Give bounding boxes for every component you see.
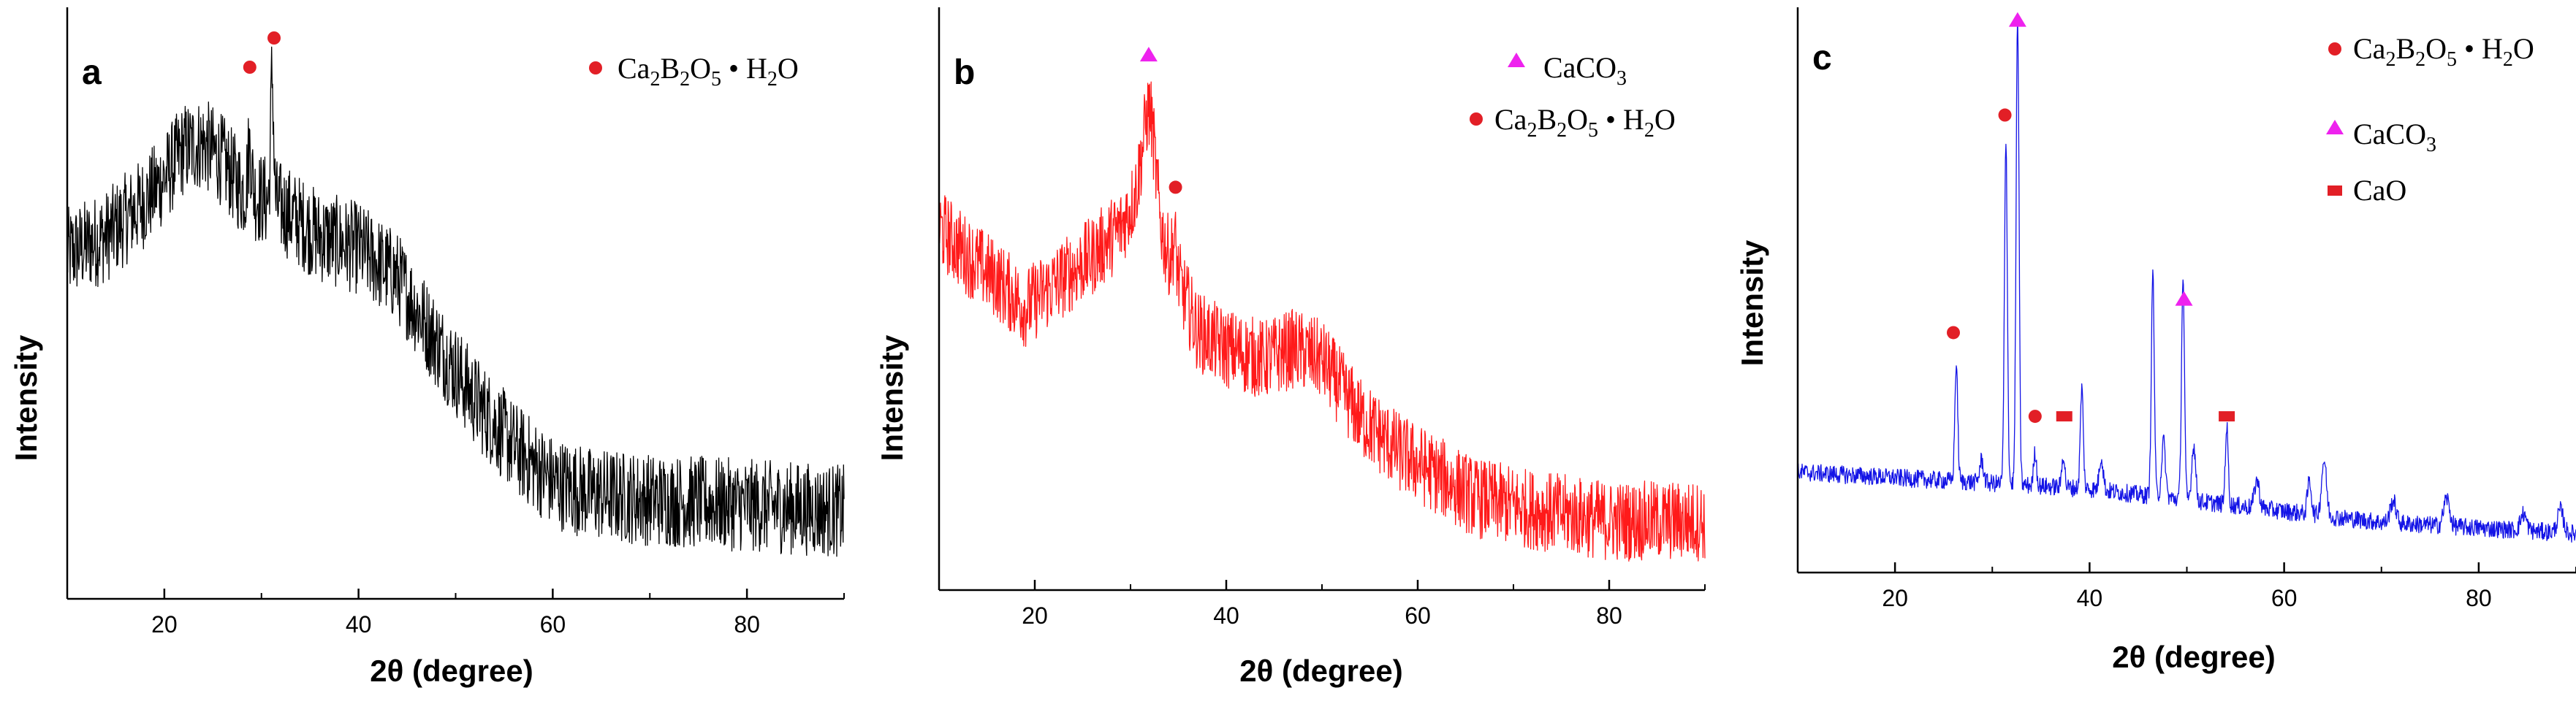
panel-c-x-tick-label: 40 xyxy=(2077,585,2103,611)
panel-a-legend: Ca2B2O5 • H2O xyxy=(589,52,799,91)
panel-b-x-tick-label: 40 xyxy=(1213,602,1239,629)
panel-b-legend: CaCO3 Ca2B2O5 • H2O xyxy=(1470,51,1676,142)
panel-a-peak-marker-circle xyxy=(267,31,281,45)
panel-b-legend-label-1: CaCO3 xyxy=(1543,51,1627,90)
panel-b-series-line xyxy=(938,81,1706,562)
panel-b-peak-marker-triangle xyxy=(1139,47,1158,62)
panel-c-legend-label-2: CaCO3 xyxy=(2353,118,2436,156)
panel-b-x-tick-label: 60 xyxy=(1405,602,1431,629)
panel-c-legend-circle-marker xyxy=(2328,42,2341,56)
panel-a-ylabel: Intensity xyxy=(9,334,43,461)
panel-c-legend-label-1: Ca2B2O5 • H2O xyxy=(2353,32,2534,71)
panel-b-ylabel: Intensity xyxy=(875,334,909,461)
panel-c-legend: Ca2B2O5 • H2O CaCO3 CaO xyxy=(2326,32,2534,207)
panel-c-peak-marker-circle xyxy=(1998,108,2012,122)
panel-c-peak-marker-triangle xyxy=(2175,291,2193,306)
panel-c-letter: c xyxy=(1812,39,1832,77)
panel-c-peak-marker-square xyxy=(2056,411,2072,422)
panel-a-x-tick-label: 40 xyxy=(346,611,372,638)
panel-a-x-tick-label: 80 xyxy=(734,611,760,638)
panel-b-peak-marker-circle xyxy=(1169,180,1182,194)
panel-b-legend-triangle-marker xyxy=(1508,53,1525,67)
panel-b-plot-area: 20 40 60 80 xyxy=(938,7,1706,629)
panel-c-x-tick-label: 80 xyxy=(2466,585,2492,611)
panel-a-legend-circle-marker xyxy=(589,61,602,74)
panel-c-legend-triangle-marker xyxy=(2326,120,2344,134)
panel-a-xlabel: 2θ (degree) xyxy=(370,654,533,688)
panel-c-ylabel: Intensity xyxy=(1735,240,1769,366)
panel-a: Intensity 20 40 60 80 a Ca2B2O5 • H2O 2θ (d… xyxy=(9,7,845,688)
panel-c-legend-label-3: CaO xyxy=(2353,174,2406,207)
panel-c: Intensity 20 40 60 80 c Ca2B2O5 • H2O CaCO3… xyxy=(1735,7,2576,674)
panel-b-x-tick-label: 20 xyxy=(1022,602,1048,629)
panel-b-legend-label-2: Ca2B2O5 • H2O xyxy=(1494,103,1676,142)
panel-a-letter: a xyxy=(82,53,102,92)
panel-b-legend-circle-marker xyxy=(1470,112,1483,126)
panel-c-legend-square-marker xyxy=(2328,185,2342,196)
panel-c-peak-marker-triangle xyxy=(2008,12,2026,27)
panel-a-x-tick-label: 60 xyxy=(540,611,566,638)
panel-b-xlabel: 2θ (degree) xyxy=(1239,654,1402,688)
panel-b: Intensity 20 40 60 80 b CaCO3 Ca2B2O5 • H2O… xyxy=(875,7,1706,688)
panel-c-peak-marker-square xyxy=(2219,411,2235,422)
panel-a-legend-label: Ca2B2O5 • H2O xyxy=(618,52,799,91)
panel-c-plot-area: 20 40 60 80 xyxy=(1796,7,2576,611)
panel-a-peak-marker-circle xyxy=(243,61,257,74)
panel-c-peak-marker-circle xyxy=(1947,326,1960,340)
panel-b-letter: b xyxy=(954,53,975,92)
panel-c-x-tick-label: 20 xyxy=(1882,585,1908,611)
panel-b-x-tick-label: 80 xyxy=(1596,602,1622,629)
panel-a-x-tick-label: 20 xyxy=(151,611,178,638)
panel-c-peak-marker-circle xyxy=(2028,410,2042,424)
panel-c-series-line xyxy=(1797,17,2576,543)
panel-c-xlabel: 2θ (degree) xyxy=(2112,640,2275,674)
panel-a-series-line xyxy=(67,46,845,557)
panel-a-plot-area: 20 40 60 80 xyxy=(66,7,845,638)
panel-c-x-tick-label: 60 xyxy=(2271,585,2298,611)
